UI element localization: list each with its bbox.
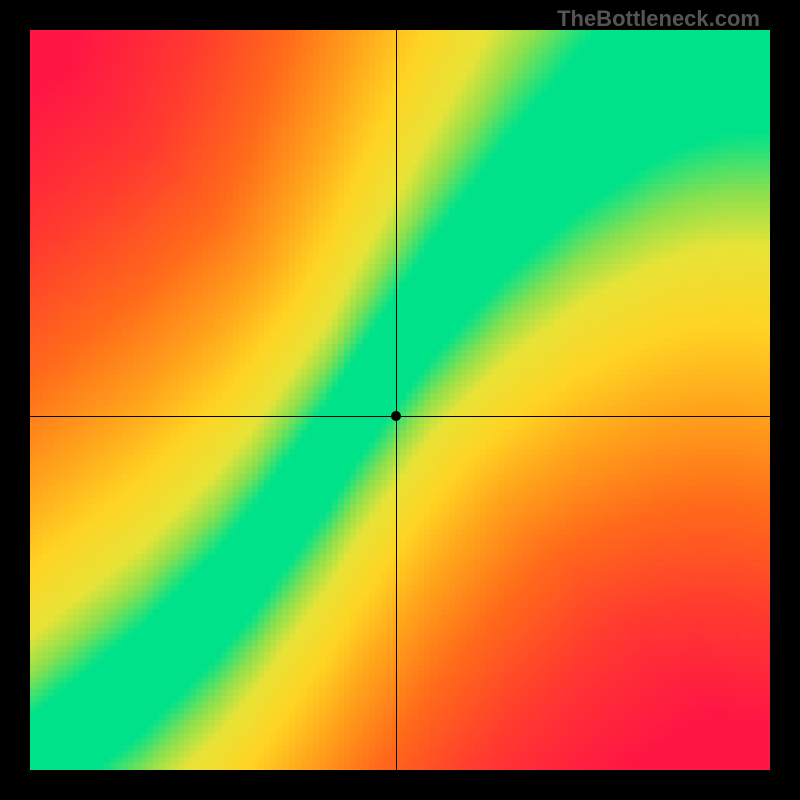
crosshair-vertical [396,30,397,770]
watermark-text: TheBottleneck.com [557,6,760,32]
crosshair-marker-dot [391,411,401,421]
heatmap-plot [30,30,770,770]
heatmap-canvas [30,30,770,770]
